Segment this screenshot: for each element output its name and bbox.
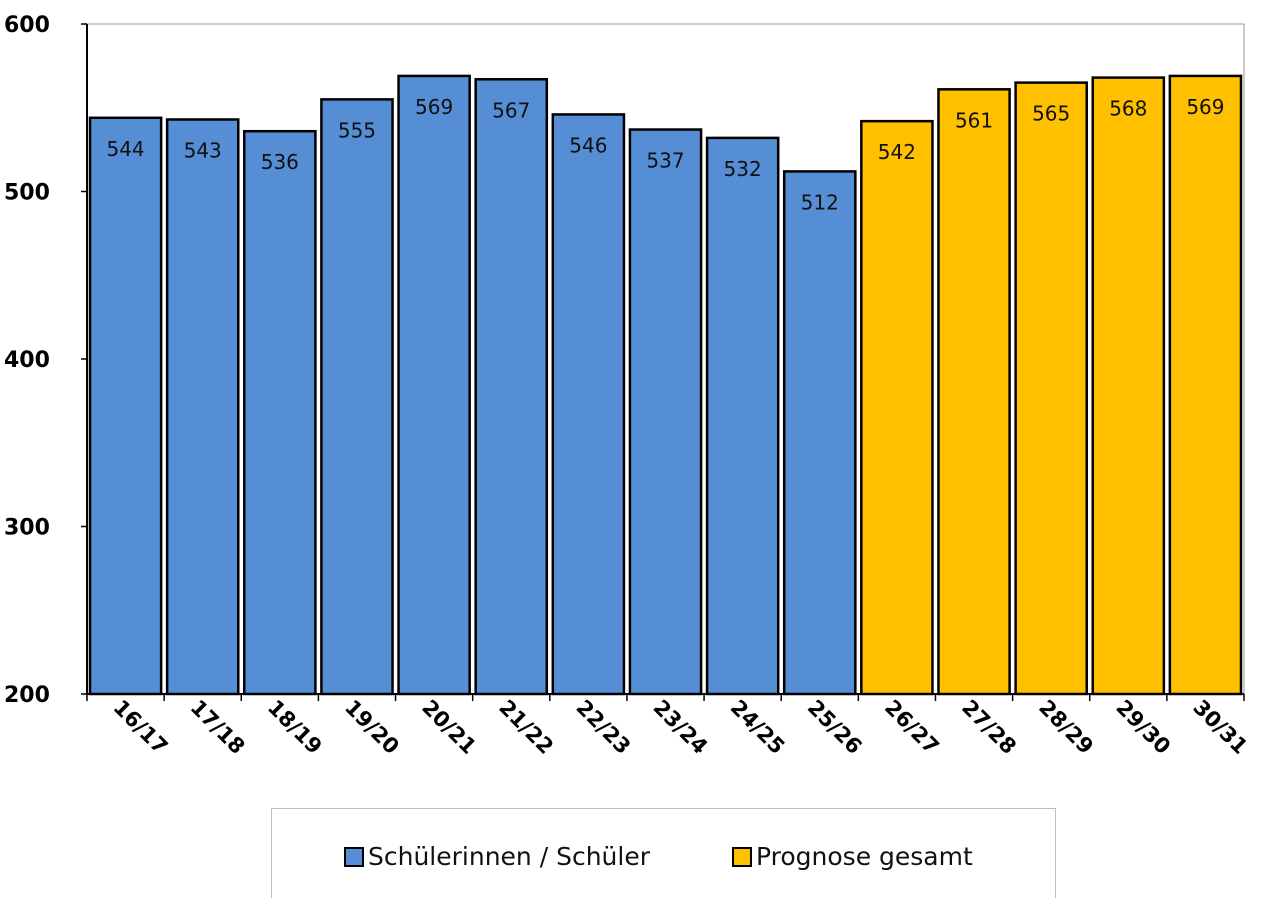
bar bbox=[860, 119, 934, 696]
bar bbox=[782, 170, 857, 696]
y-tick-label: 300 bbox=[4, 516, 50, 541]
x-tick-label: 29/30 bbox=[1111, 695, 1175, 759]
bar-value-label: 544 bbox=[106, 137, 144, 161]
bar-value-label: 546 bbox=[569, 133, 607, 157]
y-tick-label: 400 bbox=[4, 348, 50, 373]
x-tick-label: 18/19 bbox=[263, 695, 327, 759]
x-tick-label: 30/31 bbox=[1189, 695, 1253, 759]
bar bbox=[551, 113, 626, 696]
x-tick-label: 20/21 bbox=[417, 695, 481, 759]
x-tick-label: 25/26 bbox=[803, 695, 867, 759]
legend-label-students: Schülerinnen / Schüler bbox=[368, 842, 650, 871]
bar bbox=[320, 98, 394, 696]
x-tick-label: 23/24 bbox=[649, 695, 713, 759]
bar bbox=[397, 74, 471, 696]
legend: Schülerinnen / Schüler Prognose gesamt bbox=[271, 808, 1056, 898]
bar-value-label: 568 bbox=[1109, 97, 1147, 121]
bar bbox=[705, 136, 780, 696]
bar bbox=[165, 118, 240, 696]
bar-chart: 200 300 400 500 600 544 543 536 555 569 567 546 537 5… bbox=[4, 13, 1252, 759]
legend-item-students: Schülerinnen / Schüler bbox=[344, 842, 650, 871]
x-tick-label: 17/18 bbox=[186, 695, 250, 759]
bar-value-label: 536 bbox=[261, 150, 299, 174]
x-tick-label: 21/22 bbox=[494, 695, 558, 759]
bar-value-label: 537 bbox=[646, 149, 684, 173]
bar-value-label: 565 bbox=[1032, 102, 1070, 126]
x-tick-label: 28/29 bbox=[1034, 695, 1098, 759]
bar-value-label: 555 bbox=[338, 118, 376, 142]
x-tick-label: 27/28 bbox=[957, 695, 1021, 759]
bar-value-label: 542 bbox=[878, 140, 916, 164]
x-tick-label: 26/27 bbox=[880, 695, 944, 759]
bar bbox=[474, 78, 549, 696]
bar-value-label: 569 bbox=[415, 95, 453, 119]
bar bbox=[937, 88, 1011, 696]
bar-value-label: 569 bbox=[1186, 95, 1224, 119]
bar-value-label: 561 bbox=[955, 108, 993, 132]
bar bbox=[628, 128, 703, 696]
bar bbox=[1168, 74, 1243, 696]
bar bbox=[1014, 81, 1088, 696]
y-tick-label: 500 bbox=[4, 181, 50, 206]
bar bbox=[243, 129, 317, 696]
bar bbox=[88, 116, 163, 696]
bar-value-label: 567 bbox=[492, 98, 530, 122]
y-tick-label: 200 bbox=[4, 683, 50, 708]
bar-value-label: 512 bbox=[801, 190, 839, 214]
x-tick-label: 16/17 bbox=[109, 695, 173, 759]
plot-area: 200 300 400 500 600 544 543 536 555 569 567 546 537 5… bbox=[4, 13, 1252, 759]
bar bbox=[1091, 76, 1166, 696]
y-tick-label: 600 bbox=[4, 13, 50, 38]
bar-value-label: 543 bbox=[184, 138, 222, 162]
legend-swatch-forecast bbox=[732, 846, 752, 867]
x-tick-label: 22/23 bbox=[571, 695, 635, 759]
legend-swatch-students bbox=[344, 846, 364, 867]
legend-label-forecast: Prognose gesamt bbox=[756, 842, 973, 871]
bar-value-label: 532 bbox=[724, 157, 762, 181]
legend-item-forecast: Prognose gesamt bbox=[732, 842, 973, 871]
x-tick-label: 24/25 bbox=[726, 695, 790, 759]
x-tick-label: 19/20 bbox=[340, 695, 404, 759]
